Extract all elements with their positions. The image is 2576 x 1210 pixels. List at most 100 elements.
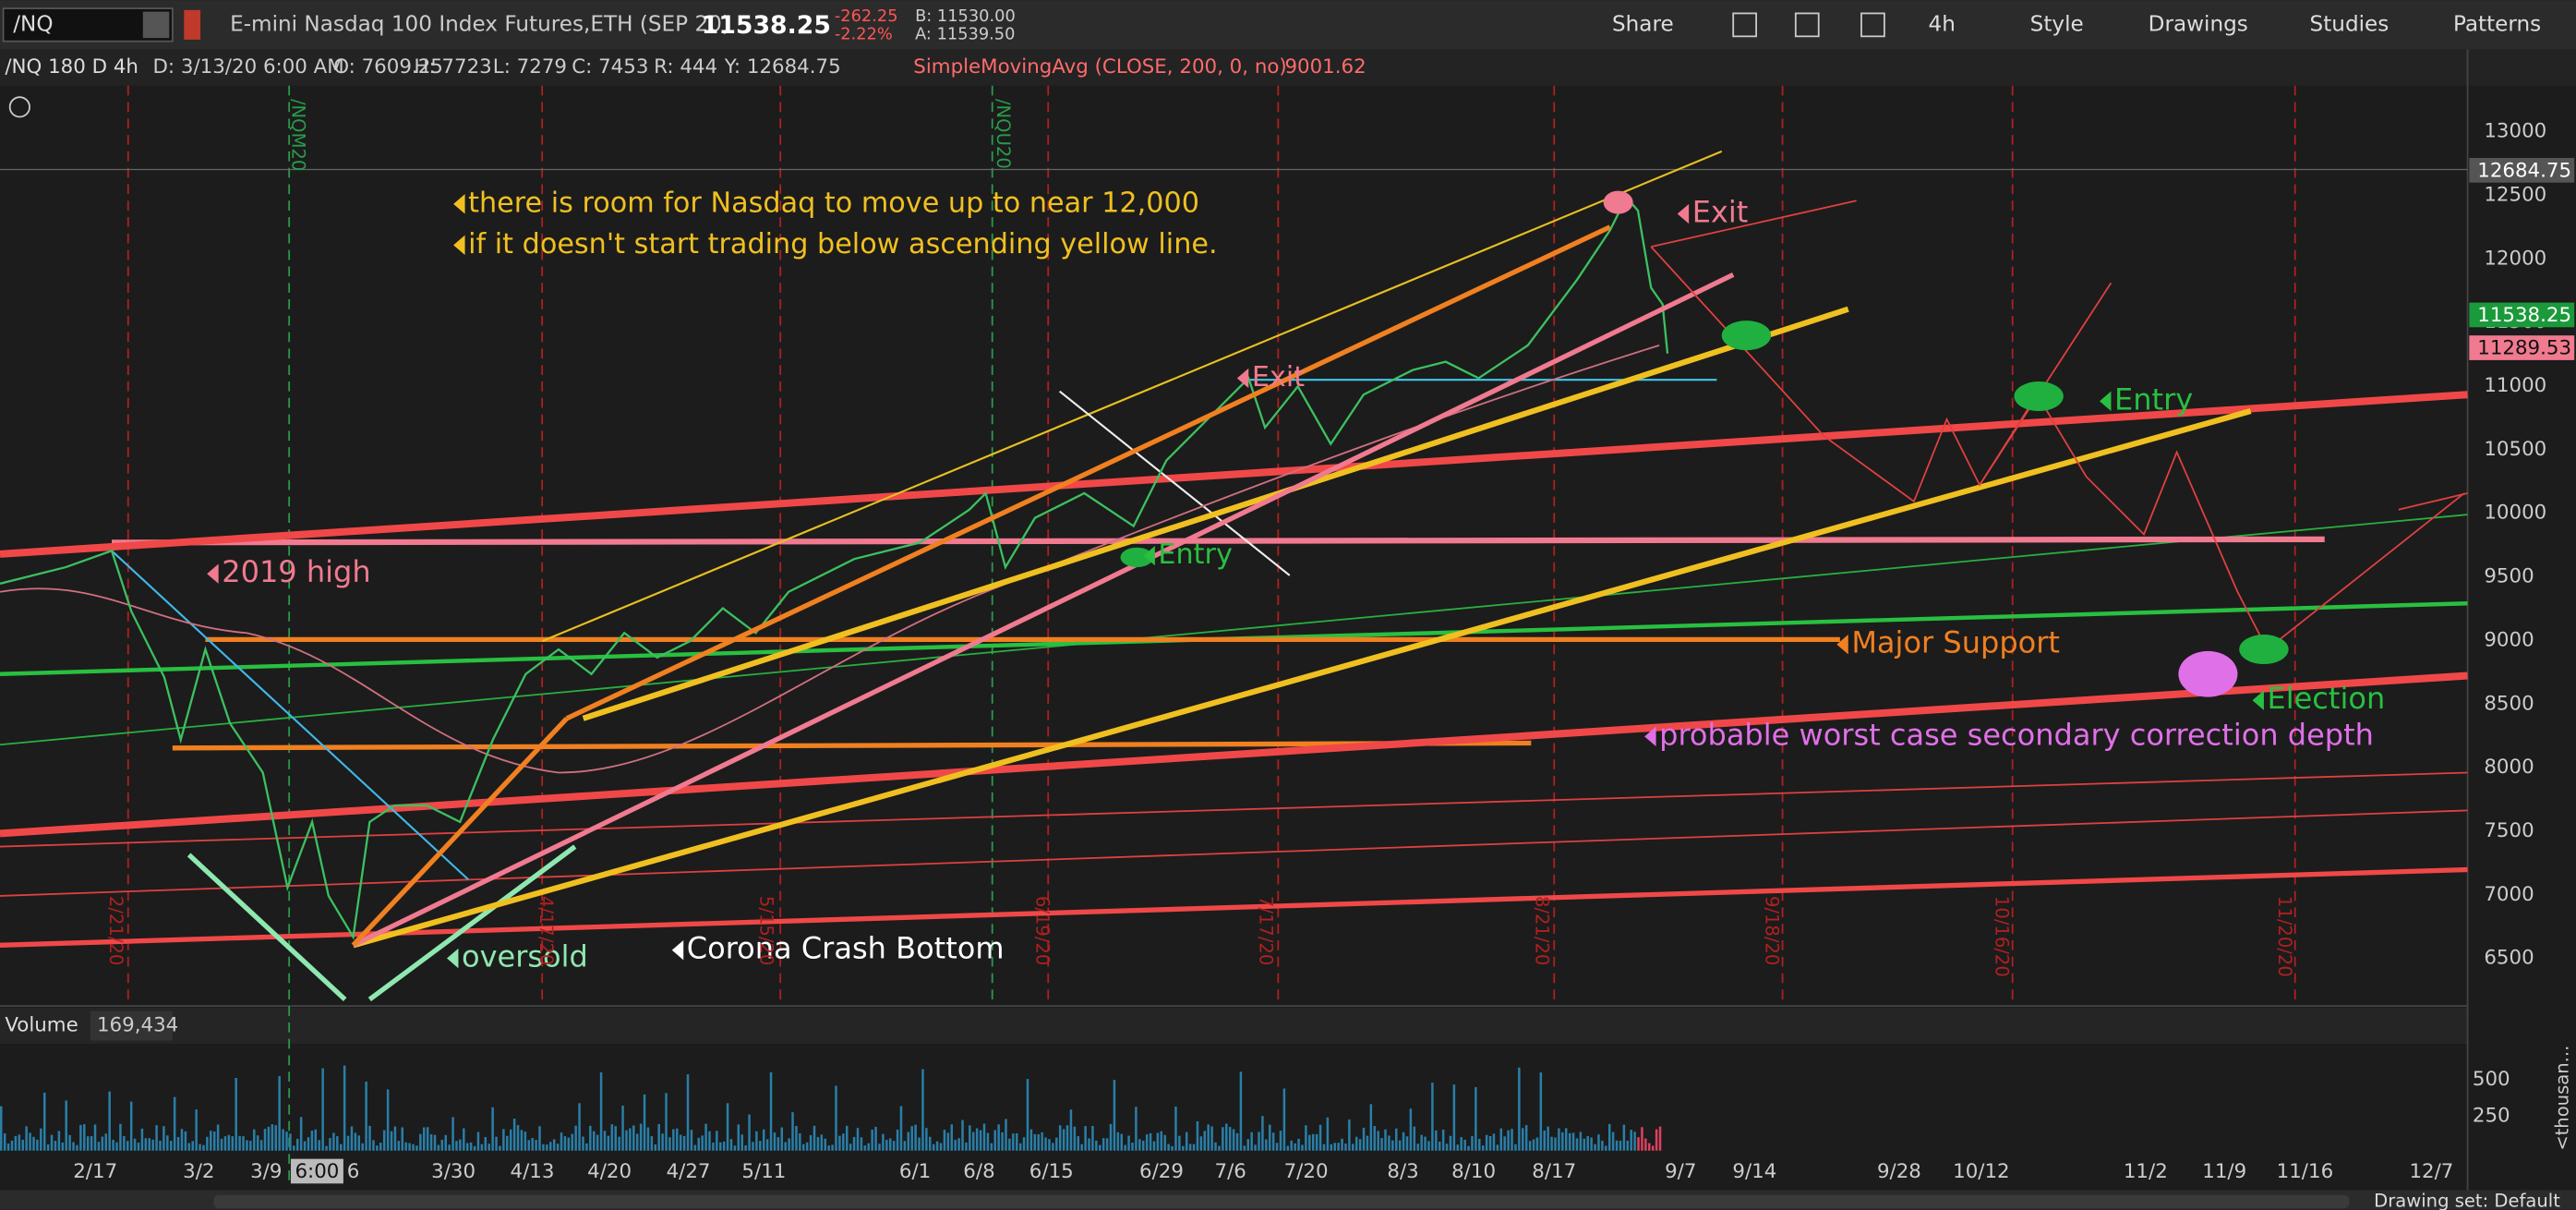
volume-bar xyxy=(712,1143,715,1151)
volume-bar xyxy=(1135,1107,1138,1151)
header-open: O: 7609.25 xyxy=(333,55,443,79)
volume-bar xyxy=(805,1142,809,1151)
volume-bar xyxy=(332,1132,335,1151)
time-label: 4/27 xyxy=(667,1160,711,1183)
volume-bar xyxy=(1228,1127,1232,1151)
volume-bar xyxy=(372,1140,375,1151)
entry-marker xyxy=(1721,321,1772,351)
volume-bar xyxy=(813,1125,816,1151)
volume-bar xyxy=(267,1126,271,1151)
volume-bar xyxy=(419,1133,422,1151)
volume-bar xyxy=(310,1131,314,1151)
toolbar-button[interactable]: Drawings xyxy=(2149,12,2248,36)
volume-bar xyxy=(997,1124,1000,1151)
toolbar-button[interactable]: Style xyxy=(2030,12,2084,36)
volume-bar xyxy=(690,1130,693,1151)
toolbar-button[interactable]: Studies xyxy=(2310,12,2389,36)
volume-bar xyxy=(1099,1144,1101,1151)
volume-bar xyxy=(1496,1144,1499,1151)
volume-bar xyxy=(1265,1139,1268,1151)
volume-bar xyxy=(274,1125,277,1151)
volume-bar xyxy=(1492,1133,1496,1151)
volume-bar xyxy=(1409,1108,1413,1151)
volume-bar xyxy=(346,1135,350,1151)
volume-bar xyxy=(1062,1129,1065,1151)
vertical-label: 4/17/20 xyxy=(536,896,557,965)
last-price: 11538.25 xyxy=(702,11,831,40)
annotation-pointer xyxy=(1836,635,1848,655)
annotation: Corona Crash Bottom xyxy=(687,931,1005,966)
volume-bar xyxy=(1178,1135,1181,1151)
toolbar-button[interactable]: 4h xyxy=(1928,12,1955,36)
price-label: 9000 xyxy=(2484,628,2534,651)
header-date: D: 3/13/20 6:00 AM xyxy=(152,55,343,79)
vertical-label: 9/18/20 xyxy=(1762,896,1783,965)
volume-bar xyxy=(79,1124,82,1151)
annotation: Major Support xyxy=(1851,625,2060,660)
projection xyxy=(1651,200,1857,248)
price-marker xyxy=(2469,302,2575,328)
volume-bar xyxy=(1637,1137,1640,1151)
volume-bar xyxy=(592,1131,596,1151)
volume-bar xyxy=(97,1142,101,1151)
volume-bar xyxy=(1539,1072,1543,1151)
volume-bar xyxy=(1141,1140,1145,1151)
support-line xyxy=(172,740,1532,751)
price-label: 9500 xyxy=(2484,565,2534,588)
volume-bar xyxy=(661,1133,664,1151)
annotation: Election xyxy=(2267,681,2385,716)
volume-bar xyxy=(863,1145,867,1151)
volume-bar xyxy=(242,1136,245,1151)
header-range: R: 444 xyxy=(654,55,717,79)
volume-bar xyxy=(25,1126,28,1151)
toolbar-button[interactable]: Patterns xyxy=(2453,12,2541,36)
volume-bar xyxy=(993,1130,996,1151)
volume-bar xyxy=(990,1143,993,1151)
symbol-dropdown[interactable] xyxy=(142,11,170,39)
price-marker-label: 11289.53 xyxy=(2477,336,2571,359)
volume-bar xyxy=(729,1139,733,1151)
volume-bar xyxy=(1405,1136,1409,1151)
time-label: 3/9 xyxy=(250,1160,282,1183)
volume-bar xyxy=(231,1136,235,1151)
volume-bar xyxy=(524,1131,527,1151)
volume-bar xyxy=(57,1131,61,1151)
toolbar-icon[interactable] xyxy=(1794,12,1820,38)
volume-bar xyxy=(1431,1083,1434,1151)
volume-bar xyxy=(1048,1139,1051,1151)
header-close: C: 7453 xyxy=(572,55,648,79)
volume-bar xyxy=(892,1141,896,1151)
volume-bar xyxy=(957,1138,960,1151)
volume-bar xyxy=(18,1134,21,1151)
link-icon[interactable] xyxy=(184,9,201,40)
volume-bar xyxy=(68,1134,71,1151)
volume-bar xyxy=(1420,1134,1423,1151)
volume-bar xyxy=(654,1144,657,1151)
volume-bar xyxy=(697,1137,700,1151)
volume-bar xyxy=(1005,1119,1007,1151)
volume-bar xyxy=(1648,1143,1651,1151)
volume-bar xyxy=(1435,1130,1438,1151)
volume-bar xyxy=(1619,1140,1622,1151)
volume-bar xyxy=(3,1133,6,1151)
toolbar-button[interactable]: Share xyxy=(1612,12,1674,36)
volume-bar xyxy=(969,1125,971,1151)
volume-bar xyxy=(1590,1137,1593,1151)
annotation-pointer xyxy=(2099,391,2112,412)
toolbar-icon[interactable] xyxy=(1860,12,1885,38)
volume-bar xyxy=(665,1093,668,1151)
volume-bar xyxy=(769,1071,773,1151)
info-icon[interactable] xyxy=(8,96,30,118)
toolbar-icon[interactable] xyxy=(1732,12,1758,38)
volume-bar xyxy=(1611,1131,1615,1151)
volume-bar xyxy=(365,1081,367,1151)
time-label: 8/17 xyxy=(1532,1160,1576,1183)
scrollbar[interactable] xyxy=(213,1194,2350,1209)
volume-bar xyxy=(426,1127,429,1151)
volume-bar xyxy=(137,1143,140,1151)
time-label: 12/7 xyxy=(2409,1160,2453,1183)
volume-bar xyxy=(871,1130,873,1151)
time-label: 3/30 xyxy=(431,1160,475,1183)
volume-bar xyxy=(773,1132,776,1151)
volume-bar xyxy=(986,1132,990,1151)
